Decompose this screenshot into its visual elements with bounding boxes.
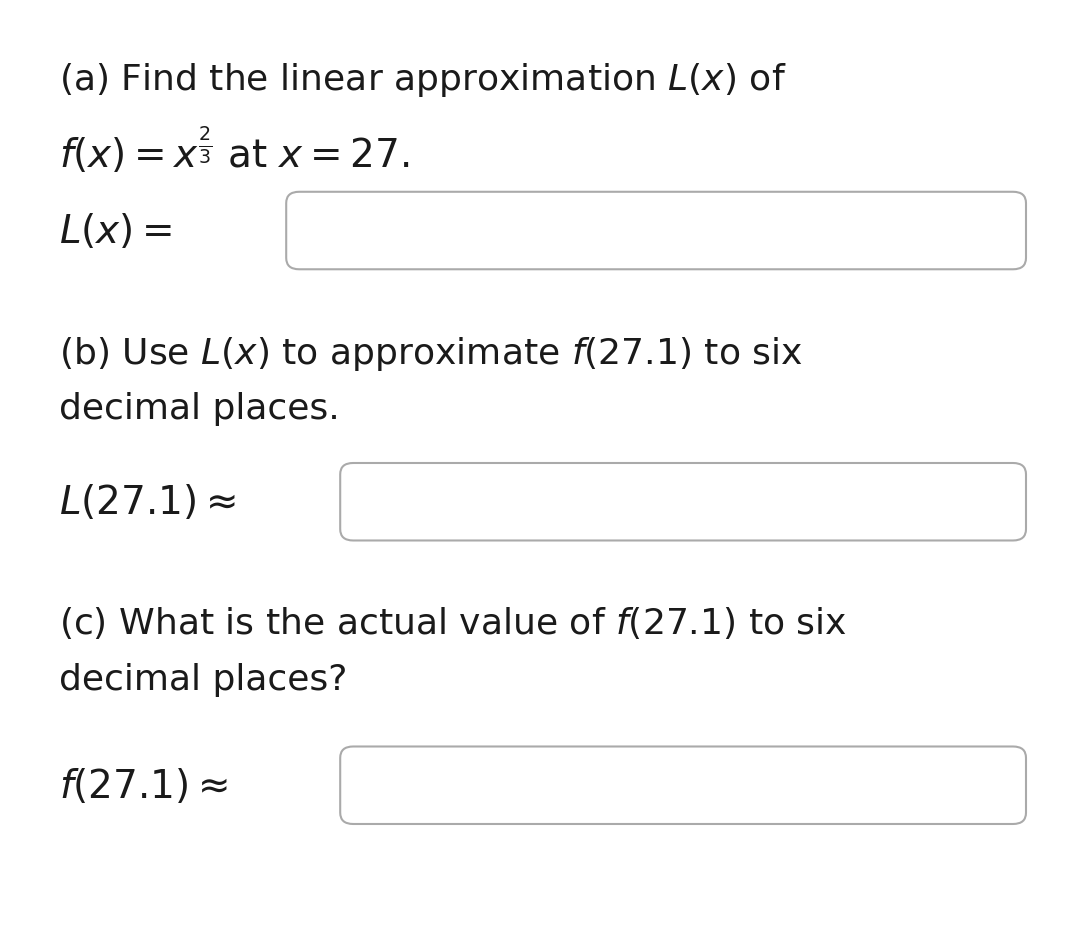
Text: $f(27.1) \approx$: $f(27.1) \approx$: [59, 766, 228, 805]
Text: (c) What is the actual value of $f(27.1)$ to six: (c) What is the actual value of $f(27.1)…: [59, 604, 847, 640]
FancyBboxPatch shape: [286, 193, 1026, 270]
Text: (b) Use $L(x)$ to approximate $f(27.1)$ to six: (b) Use $L(x)$ to approximate $f(27.1)$ …: [59, 335, 804, 373]
FancyBboxPatch shape: [340, 747, 1026, 824]
Text: $L(x) =$: $L(x) =$: [59, 211, 173, 251]
Text: decimal places.: decimal places.: [59, 392, 340, 426]
Text: decimal places?: decimal places?: [59, 663, 348, 697]
Text: $L(27.1) \approx$: $L(27.1) \approx$: [59, 482, 235, 522]
Text: (a) Find the linear approximation $L(x)$ of: (a) Find the linear approximation $L(x)$…: [59, 61, 787, 99]
Text: $f(x) = x^{\frac{2}{3}}$ at $x = 27.$: $f(x) = x^{\frac{2}{3}}$ at $x = 27.$: [59, 126, 409, 176]
FancyBboxPatch shape: [340, 464, 1026, 541]
